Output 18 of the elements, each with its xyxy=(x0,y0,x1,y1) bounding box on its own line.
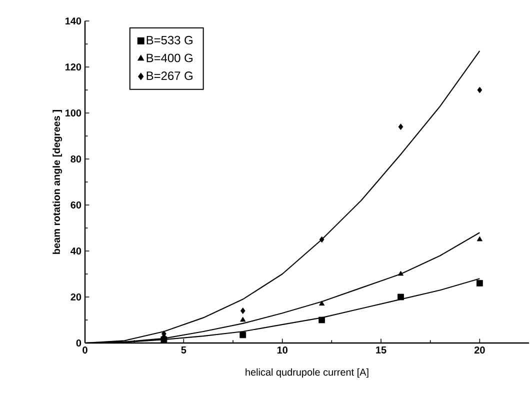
x-tick-label: 10 xyxy=(277,346,288,354)
x-tick-label: 15 xyxy=(376,346,386,354)
x-tick-label: 20 xyxy=(474,346,485,354)
legend-label: B=267 G xyxy=(146,72,192,80)
y-tick-label: 80 xyxy=(70,155,82,163)
y-tick-label: 120 xyxy=(65,63,82,71)
y-tick-label: 20 xyxy=(70,293,82,301)
legend-label: B=400 G xyxy=(146,54,192,62)
y-tick-label: 40 xyxy=(70,247,82,255)
x-axis-title: helical qudrupole current [A] xyxy=(246,368,368,378)
legend-label: B=533 G xyxy=(146,36,192,44)
x-tick-label: 0 xyxy=(82,346,88,354)
y-tick-label: 140 xyxy=(65,17,82,25)
x-tick-label: 5 xyxy=(181,346,186,354)
y-tick-label: 0 xyxy=(76,339,82,347)
y-axis-title: beam rotation angle [degrees ] xyxy=(52,110,62,254)
y-tick-label: 60 xyxy=(70,201,82,209)
y-tick-label: 100 xyxy=(65,109,82,117)
